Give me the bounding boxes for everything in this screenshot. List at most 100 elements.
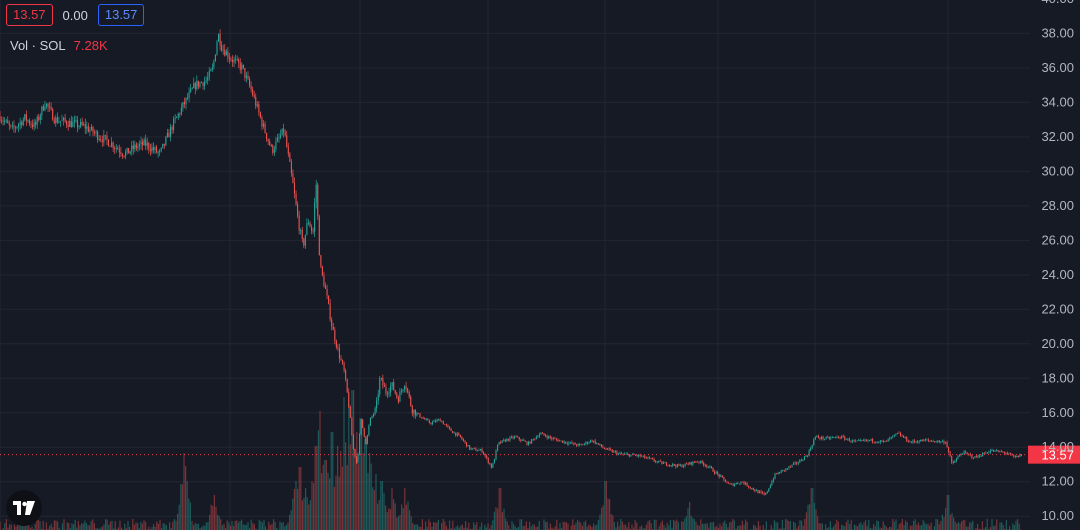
candle-body	[827, 436, 829, 438]
candle-body	[56, 117, 58, 123]
volume-bar	[290, 510, 292, 530]
volume-bar	[900, 522, 902, 530]
candle-body	[348, 392, 350, 407]
volume-bar	[241, 519, 243, 530]
candle-body	[754, 489, 756, 492]
candle-body	[983, 452, 985, 454]
candle-body	[707, 466, 709, 468]
open-price-badge[interactable]: 13.57	[6, 4, 53, 26]
volume-bar	[34, 524, 36, 530]
candle-body	[940, 441, 942, 443]
tradingview-logo-icon[interactable]	[6, 490, 42, 526]
candle-body	[18, 124, 20, 127]
candle-body	[374, 408, 376, 414]
volume-bar	[591, 527, 593, 530]
volume-bar	[1018, 523, 1020, 530]
volume-bar	[535, 527, 537, 530]
candle-body	[862, 440, 864, 442]
candle-body	[851, 440, 854, 442]
candle-body	[383, 385, 385, 387]
candle-body	[864, 439, 866, 441]
candle-body	[681, 465, 683, 468]
candle-body	[114, 148, 116, 149]
volume-bar	[321, 473, 323, 530]
volume-bar	[524, 525, 526, 530]
volume-bar	[693, 519, 695, 530]
volume-bar	[594, 525, 596, 530]
volume-bar	[756, 527, 758, 530]
candle-body	[504, 439, 506, 442]
candle-body	[904, 437, 906, 438]
volume-bar	[178, 504, 180, 530]
volume-bar	[532, 524, 534, 530]
volume-bar	[543, 519, 545, 530]
candle-body	[912, 440, 914, 443]
candle-body	[845, 439, 847, 441]
volume-bar	[105, 519, 107, 530]
last-price-badge[interactable]: 13.57	[97, 4, 145, 26]
candle-body	[72, 121, 74, 128]
candle-body	[724, 479, 726, 483]
candle-body	[342, 360, 344, 364]
volume-bar	[612, 515, 614, 530]
candle-body	[462, 439, 464, 441]
candle-body	[614, 451, 616, 453]
volume-bar	[711, 522, 713, 530]
volume-bar	[343, 397, 345, 530]
candle-body	[346, 378, 348, 393]
y-axis[interactable]: 10.00 12.00 14.00 16.00 18.00 20.00 22.00 24.00…	[1041, 0, 1074, 523]
volume-bar	[82, 523, 84, 530]
volume-bar	[885, 526, 887, 530]
candle-body	[510, 436, 513, 438]
volume-bar	[562, 521, 564, 530]
volume-bar	[305, 488, 307, 530]
volume-bar	[817, 516, 819, 530]
candle-body	[842, 436, 844, 437]
candle-body	[261, 117, 263, 127]
candle-body	[376, 400, 378, 409]
candle-body	[438, 419, 440, 421]
volume-bar	[492, 520, 494, 530]
volume-bar	[471, 528, 473, 530]
candle-body	[696, 461, 699, 463]
volume-bar	[849, 524, 851, 530]
volume-bar	[661, 520, 663, 530]
volume-bar	[666, 522, 668, 530]
candle-body	[774, 473, 776, 480]
candle-body	[993, 450, 995, 452]
candle-body	[447, 425, 449, 427]
volume-bar	[23, 525, 25, 530]
volume-bar	[173, 519, 175, 530]
candle-body	[971, 455, 973, 458]
candle-body	[898, 432, 900, 434]
volume-bar	[391, 488, 393, 530]
candle-body	[937, 440, 939, 442]
candle-body	[1016, 455, 1018, 457]
volume-bar	[293, 488, 295, 530]
candle-body	[876, 442, 878, 444]
tv-logo-mark	[13, 501, 35, 515]
candle-body	[400, 390, 402, 392]
candle-body	[712, 467, 714, 472]
volume-bar	[1015, 520, 1017, 530]
volume-bar	[708, 527, 710, 530]
candle-body	[371, 416, 373, 418]
volume-bar	[417, 524, 419, 530]
candle-body	[332, 326, 334, 330]
candle-body	[213, 61, 215, 68]
candle-body	[776, 473, 778, 475]
candle-body	[836, 436, 838, 438]
volume-label[interactable]: Vol · SOL	[10, 38, 66, 53]
volume-bar	[109, 521, 111, 530]
candle-body	[518, 437, 520, 440]
volume-bar	[381, 481, 383, 530]
candle-body	[534, 438, 536, 440]
last-price-label[interactable]: 13.57	[1041, 448, 1074, 463]
volume-bar	[954, 521, 956, 530]
volume-bar	[386, 511, 388, 530]
candle-body	[52, 109, 54, 121]
volume-bar	[229, 525, 231, 530]
candle-body	[323, 275, 325, 287]
